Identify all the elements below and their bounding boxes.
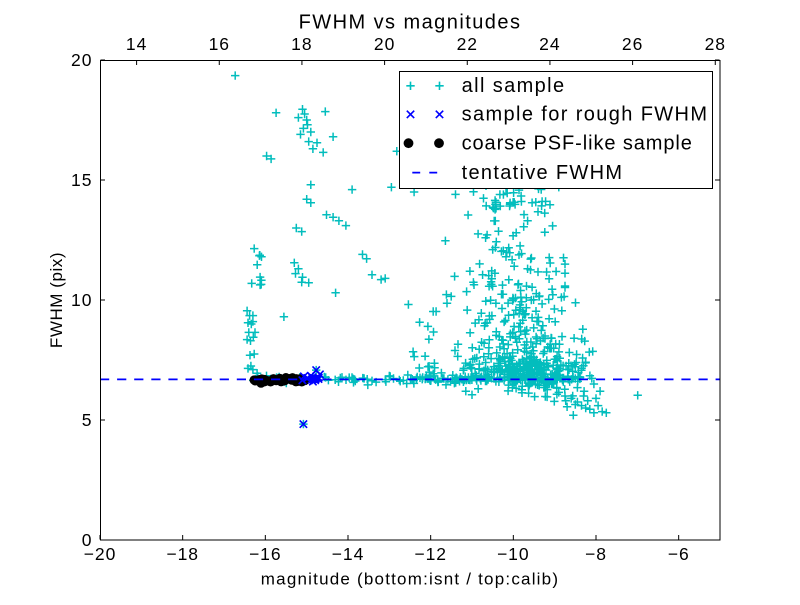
svg-text:−16: −16 [249,544,282,564]
svg-text:0: 0 [82,530,93,550]
svg-text:−20: −20 [84,544,117,564]
svg-text:16: 16 [209,34,230,54]
svg-text:FWHM (pix): FWHM (pix) [47,252,66,348]
svg-text:−8: −8 [585,544,607,564]
svg-text:−12: −12 [414,544,447,564]
svg-text:20: 20 [374,34,395,54]
svg-text:24: 24 [539,34,560,54]
svg-text:−18: −18 [166,544,199,564]
svg-text:28: 28 [705,34,726,54]
svg-text:FWHM vs magnitudes: FWHM vs magnitudes [299,12,522,34]
svg-text:−6: −6 [668,544,690,564]
svg-text:coarse PSF-like sample: coarse PSF-like sample [462,133,693,155]
svg-text:22: 22 [457,34,478,54]
svg-text:−10: −10 [497,544,530,564]
svg-text:10: 10 [71,290,92,310]
svg-text:20: 20 [71,50,92,70]
svg-text:magnitude (bottom:isnt / top:c: magnitude (bottom:isnt / top:calib) [261,570,559,589]
svg-text:15: 15 [71,170,92,190]
svg-text:18: 18 [291,34,312,54]
svg-text:14: 14 [126,34,147,54]
svg-text:5: 5 [82,410,93,430]
svg-text:all sample: all sample [462,75,566,97]
svg-text:−14: −14 [332,544,365,564]
svg-text:sample for rough FWHM: sample for rough FWHM [462,104,709,126]
svg-text:26: 26 [622,34,643,54]
svg-text:tentative FWHM: tentative FWHM [462,162,624,184]
